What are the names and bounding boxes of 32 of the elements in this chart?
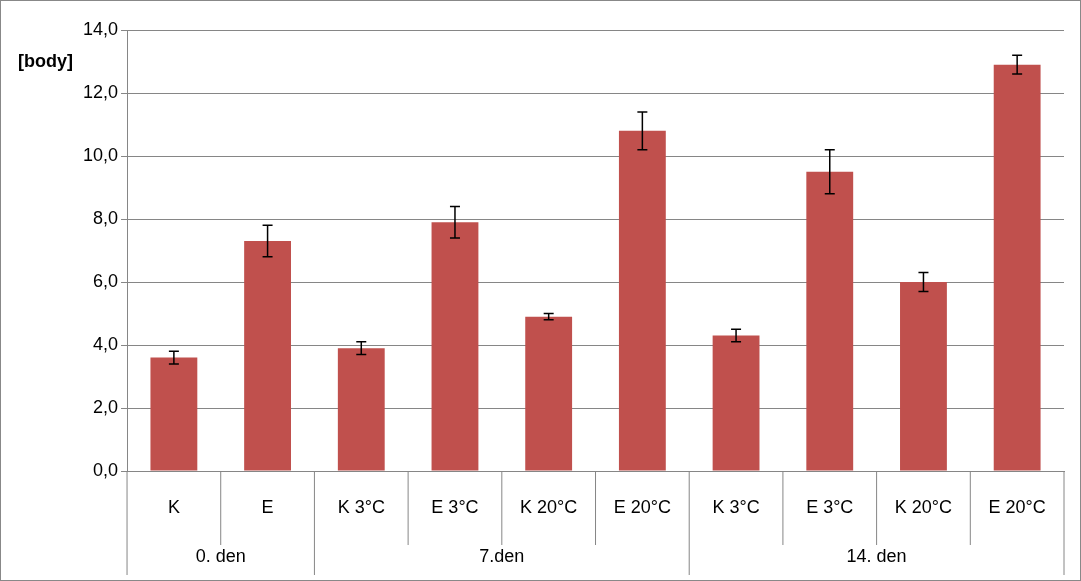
x-tick-label: E 20°C bbox=[988, 496, 1046, 517]
text: 0. den bbox=[195, 545, 246, 566]
bar bbox=[618, 130, 666, 471]
x-tick-label: K 20°C bbox=[520, 496, 578, 517]
x-tick-label: K 20°C bbox=[894, 496, 953, 517]
bar bbox=[806, 171, 854, 471]
x-tick-label: K 3°C bbox=[712, 496, 760, 517]
bar bbox=[525, 316, 573, 471]
y-tick-label: 8,0 bbox=[93, 207, 119, 228]
bar bbox=[431, 222, 479, 471]
x-tick-label: E 3°C bbox=[431, 496, 479, 517]
bar bbox=[244, 241, 291, 471]
x-tick-label: K bbox=[167, 496, 180, 517]
y-tick-label: 12,0 bbox=[82, 81, 119, 102]
x-tick-label: E 3°C bbox=[806, 496, 854, 517]
x-tick-label: E bbox=[261, 496, 274, 517]
x-tick-label: E 20°C bbox=[613, 496, 671, 517]
y-tick-label: 14,0 bbox=[82, 18, 119, 39]
bar bbox=[712, 335, 760, 471]
y-tick-label: 6,0 bbox=[93, 270, 119, 291]
text: 14. den bbox=[846, 545, 907, 566]
bar bbox=[337, 348, 385, 471]
y-axis-title: [body] bbox=[18, 50, 73, 71]
bar bbox=[900, 282, 947, 471]
x-tick-label: K 3°C bbox=[337, 496, 385, 517]
y-tick-label: 10,0 bbox=[82, 144, 119, 165]
bar bbox=[150, 357, 198, 471]
y-tick-label: 2,0 bbox=[93, 396, 119, 417]
y-tick-label: 4,0 bbox=[93, 333, 119, 354]
y-tick-label: 0,0 bbox=[93, 459, 119, 480]
bar bbox=[993, 64, 1041, 471]
text: 7.den bbox=[479, 545, 525, 566]
